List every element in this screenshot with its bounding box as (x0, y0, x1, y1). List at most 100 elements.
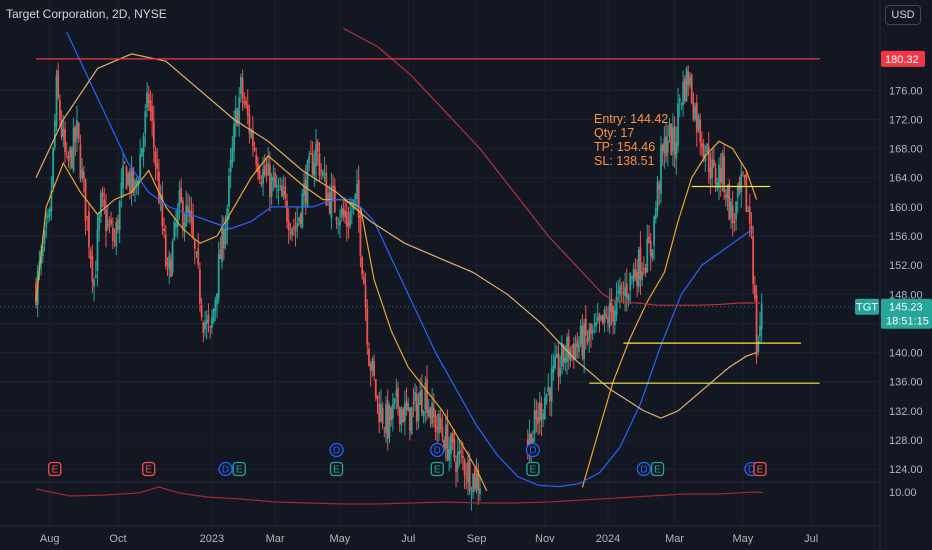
candle (173, 219, 176, 242)
candle (632, 262, 635, 289)
candle (547, 373, 550, 396)
candle (185, 190, 188, 227)
candle-body (352, 199, 355, 210)
candle (453, 429, 456, 462)
candle (115, 217, 118, 255)
ma_mid-line (66, 31, 754, 488)
candle-body (263, 164, 266, 176)
candle (72, 117, 75, 174)
candle (441, 414, 444, 443)
candle-body (429, 407, 432, 419)
candle-body (173, 221, 176, 240)
candle-body (47, 214, 49, 218)
candle (390, 405, 393, 427)
candle-body (410, 406, 413, 435)
candles (35, 62, 763, 511)
candle (287, 208, 290, 245)
candle-body (258, 169, 261, 179)
candle (376, 395, 379, 415)
candle (269, 151, 271, 212)
candle (581, 313, 584, 361)
candle-body (134, 181, 136, 188)
candle (651, 249, 654, 262)
candle (103, 187, 106, 215)
candle (578, 336, 580, 359)
candle-body (695, 103, 698, 132)
ma_fast-line (35, 155, 488, 492)
candle-body (64, 128, 66, 153)
candle (571, 344, 574, 361)
candle-body (383, 428, 386, 430)
candle-body (94, 274, 97, 278)
candle (624, 272, 626, 312)
event-letter: D (748, 465, 755, 476)
candle (743, 174, 746, 186)
candle (91, 244, 94, 293)
candle-body (407, 403, 410, 411)
candle-body (697, 116, 700, 130)
candle-body (458, 450, 461, 455)
candle (296, 207, 299, 238)
candle (636, 259, 638, 297)
candle-body (601, 314, 604, 324)
candle-body (566, 337, 568, 362)
time-tick-label: Mar (665, 533, 684, 545)
candle-body (417, 403, 420, 421)
candle (748, 193, 751, 237)
indicator-tick-label: 10.00 (889, 487, 917, 499)
event-letter: D (529, 446, 536, 457)
candle-body (670, 124, 673, 156)
candle-body (135, 180, 138, 186)
candle (43, 228, 46, 252)
candle-body (199, 269, 201, 304)
last-price-bg (881, 298, 932, 329)
candle (77, 122, 80, 144)
candle-body (593, 323, 596, 325)
candle (673, 116, 676, 168)
candle-body (190, 211, 193, 222)
candle-body (332, 185, 335, 188)
candle (88, 202, 90, 259)
candle-body (315, 143, 317, 167)
candle (245, 96, 247, 109)
candle-body (419, 391, 422, 405)
candle-body (330, 187, 333, 219)
candle (248, 105, 251, 144)
candle (368, 342, 370, 367)
candle (542, 408, 545, 428)
currency-button[interactable]: USD (885, 5, 921, 25)
candle (142, 132, 145, 168)
candle (634, 258, 637, 281)
candle (723, 145, 726, 200)
candle-body (345, 212, 348, 227)
candle (692, 92, 695, 122)
candle-body (228, 175, 230, 207)
time-tick-label: Oct (109, 533, 126, 545)
candle (747, 205, 749, 213)
candle-body (316, 141, 319, 152)
dividend-icon: D (525, 442, 541, 458)
dividend-icon: D (218, 461, 233, 477)
candle-body (221, 225, 224, 263)
trade-qty: Qty: 17 (594, 126, 635, 140)
candle-body (595, 322, 597, 327)
candle-body (88, 211, 90, 248)
candle-body (339, 221, 341, 226)
candle (707, 132, 710, 184)
candle-body (52, 147, 54, 188)
candle-body (193, 240, 196, 249)
candle-body (673, 125, 676, 155)
candle-body (631, 276, 633, 278)
candle (378, 391, 381, 434)
candle-body (576, 339, 579, 347)
candle-body (735, 201, 737, 220)
candle-body (130, 167, 133, 194)
tag-bg (881, 50, 925, 67)
candle (479, 475, 481, 501)
event-circle (329, 442, 344, 458)
candle-body (721, 152, 724, 184)
candle (200, 297, 203, 322)
candle (263, 153, 266, 178)
candle (310, 140, 312, 155)
